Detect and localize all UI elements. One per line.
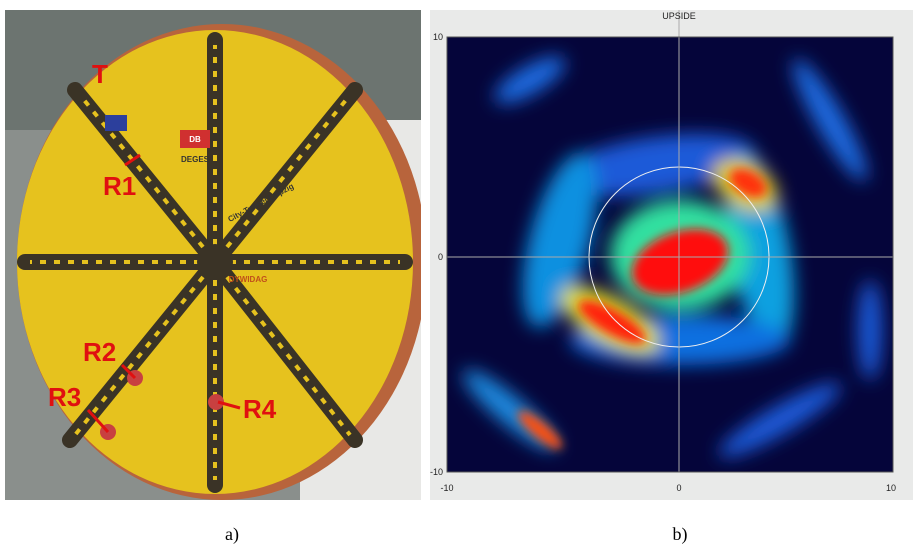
label-r3: R3 [48,382,81,412]
y-tick-label: 0 [438,252,443,262]
label-t: T [92,59,108,89]
caption-b: b) [673,524,688,545]
caption-a: a) [225,524,239,545]
x-tick-label: 0 [676,483,681,493]
dywidag-text: DYWIDAG [229,275,268,284]
y-tick-label: -10 [430,467,443,477]
label-r2: R2 [83,337,116,367]
label-r1: R1 [103,171,136,201]
photo-panel: DB DEGES City-Tunnel Leipzig DYWIDAG T R… [5,10,427,500]
x-tick-label: 10 [886,483,896,493]
hub [197,244,233,280]
x-tick-label: -10 [440,483,453,493]
flag [105,115,127,131]
label-r4: R4 [243,394,277,424]
map-panel: UPSIDE 10 0 -10 -10 0 10 [430,10,913,500]
figure: DB DEGES City-Tunnel Leipzig DYWIDAG T R… [0,0,913,549]
y-tick-label: 10 [433,32,443,42]
db-text: DB [189,135,201,144]
deges-text: DEGES [181,155,210,164]
map-title: UPSIDE [662,11,696,21]
